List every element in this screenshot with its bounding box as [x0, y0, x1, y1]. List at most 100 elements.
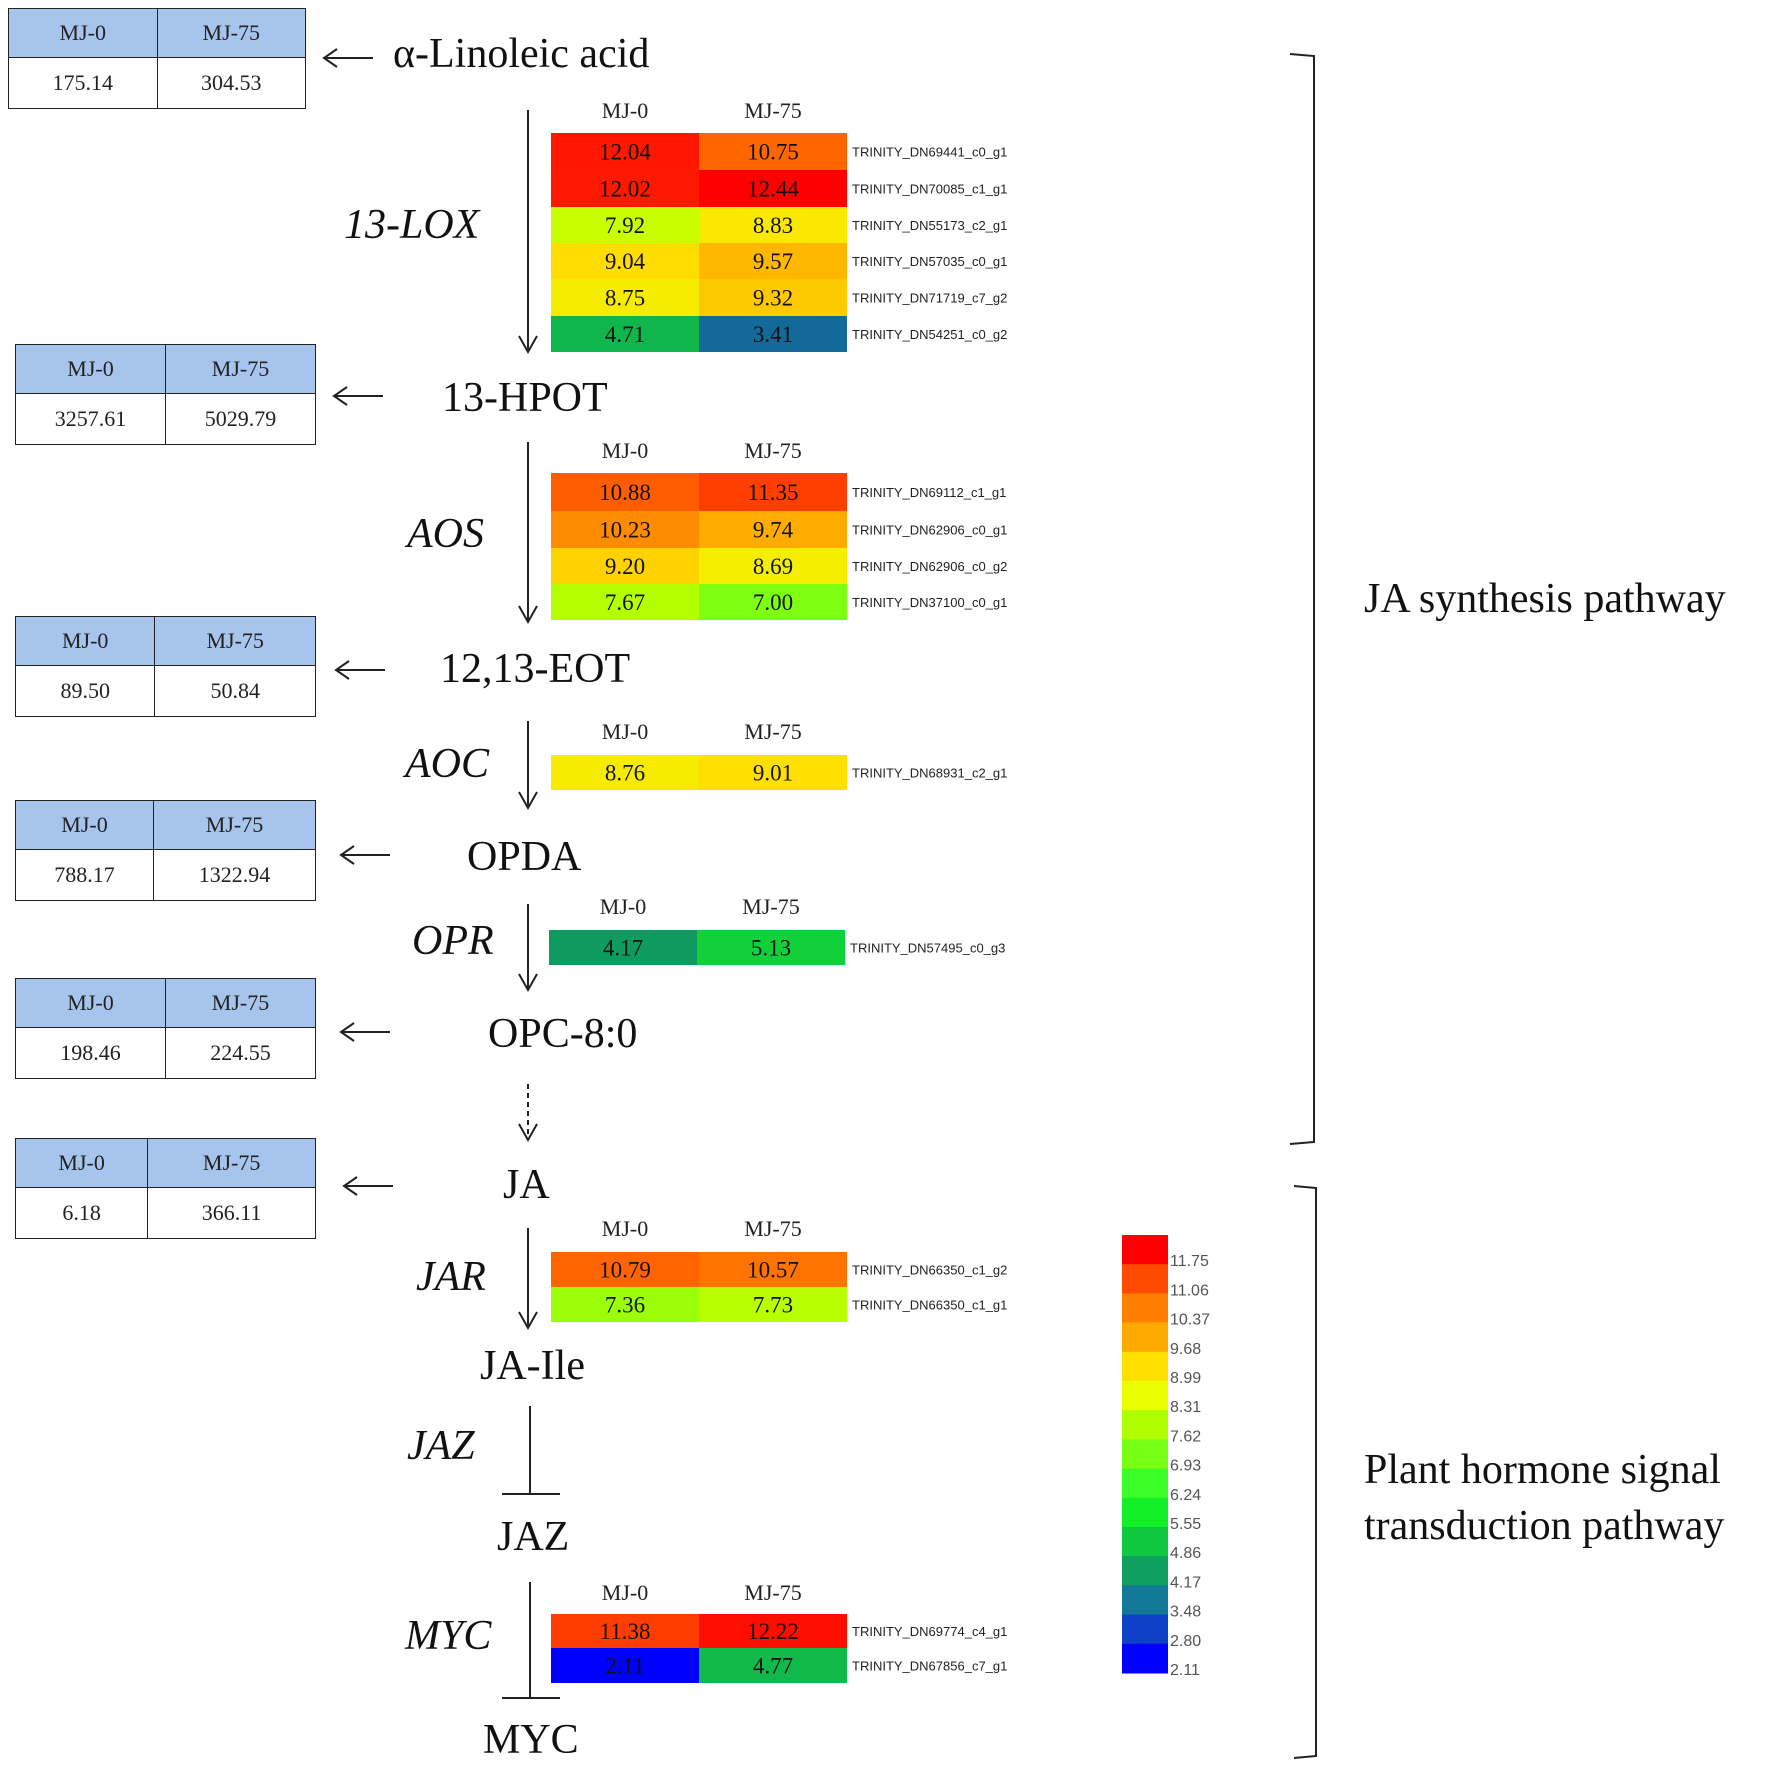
heatmap-cell — [551, 548, 699, 584]
header-mj75: MJ-75 — [153, 800, 316, 850]
gene-id-label: TRINITY_DN62906_c0_g1 — [852, 523, 1007, 538]
legend-swatch — [1122, 1264, 1168, 1294]
down-arrow — [518, 721, 538, 811]
heatmap-opr: MJ-0 MJ-75 4.17 5.13 TRINITY_DN57495_c0_g3 — [549, 894, 1005, 965]
compound-ja: JA — [503, 1162, 550, 1208]
heatmap-header-mj75: MJ-75 — [744, 438, 801, 463]
legend-tick-label: 7.62 — [1170, 1428, 1201, 1445]
heatmap-cell — [699, 584, 847, 620]
gene-id-label: TRINITY_DN37100_c0_g1 — [852, 595, 1007, 610]
heatmap-cell — [551, 207, 699, 243]
inhibition-bar — [502, 1582, 560, 1699]
header-mj75: MJ-75 — [165, 344, 316, 394]
value-mj75: 366.11 — [147, 1187, 316, 1239]
heatmap-value: 9.01 — [753, 761, 793, 786]
value-mj0: 198.46 — [15, 1027, 166, 1079]
heatmap-cell — [699, 207, 847, 243]
compound-opda: OPDA — [467, 834, 582, 880]
linoleic-table: MJ-0 MJ-75 175.14 304.53 — [8, 8, 306, 109]
gene-id-label: TRINITY_DN68931_c2_g1 — [852, 766, 1007, 781]
legend-swatch — [1122, 1410, 1168, 1440]
legend-swatch — [1122, 1527, 1168, 1557]
left-arrow — [342, 1176, 393, 1196]
legend-tick-label: 2.80 — [1170, 1633, 1201, 1650]
heatmap-jar: MJ-0 MJ-75 10.79 10.57 TRINITY_DN66350_c1_g2… — [551, 1216, 1007, 1322]
ja-synthesis-bracket — [1289, 53, 1315, 1145]
heatmap-cell — [699, 133, 847, 170]
down-arrow — [518, 442, 538, 625]
heatmap-header-mj0: MJ-0 — [602, 719, 648, 744]
heatmap-value: 4.17 — [603, 936, 643, 961]
legend-swatch — [1122, 1614, 1168, 1645]
section-signal-line1: Plant hormone signal — [1364, 1447, 1721, 1493]
compound-jaz: JAZ — [497, 1514, 570, 1560]
heatmap-aos: MJ-0 MJ-75 10.88 11.35 TRINITY_DN69112_c1_g1… — [551, 438, 1007, 620]
heatmap-cell — [551, 243, 699, 279]
legend-swatch — [1122, 1439, 1168, 1470]
legend-swatch — [1122, 1322, 1168, 1353]
legend-tick-label: 4.86 — [1170, 1545, 1201, 1562]
heatmap-cell — [697, 930, 845, 965]
heatmap-cell — [699, 548, 847, 584]
heatmap-header-mj75: MJ-75 — [744, 719, 801, 744]
header-mj0: MJ-0 — [14, 1138, 149, 1188]
value-mj0: 175.14 — [8, 57, 158, 109]
heatmap-cell — [551, 1614, 699, 1648]
heatmap-header-mj75: MJ-75 — [744, 1580, 801, 1605]
heatmap-value: 4.77 — [753, 1654, 793, 1679]
value-mj0: 3257.61 — [15, 393, 166, 445]
heatmap-value: 10.88 — [599, 480, 651, 505]
header-mj0: MJ-0 — [14, 616, 156, 666]
heatmap-value: 8.76 — [605, 761, 645, 786]
value-mj0: 788.17 — [14, 849, 155, 901]
heatmap-value: 8.75 — [605, 286, 645, 311]
header-mj0: MJ-0 — [14, 800, 155, 850]
value-mj0: 89.50 — [14, 665, 156, 717]
enzyme-myc: MYC — [405, 1613, 492, 1659]
heatmap-header-mj75: MJ-75 — [742, 894, 799, 919]
heatmap-cell — [551, 511, 699, 548]
heatmap-value: 12.22 — [747, 1619, 799, 1644]
legend-swatch — [1122, 1585, 1168, 1616]
heatmap-cell — [699, 170, 847, 207]
heatmap-header-mj0: MJ-0 — [600, 894, 646, 919]
left-arrow — [334, 660, 385, 680]
legend-tick-label: 6.24 — [1170, 1487, 1201, 1504]
heatmap-value: 12.04 — [599, 140, 651, 165]
heatmap-value: 8.69 — [753, 554, 793, 579]
heatmap-cell — [699, 1614, 847, 1648]
heatmap-value: 10.57 — [747, 1258, 799, 1283]
heatmap-value: 10.75 — [747, 140, 799, 165]
left-arrow — [322, 48, 373, 68]
heatmap-cell — [699, 243, 847, 279]
gene-id-label: TRINITY_DN54251_c0_g2 — [852, 327, 1007, 342]
heatmap-cell — [551, 584, 699, 620]
gene-id-label: TRINITY_DN71719_c7_g2 — [852, 291, 1007, 306]
legend-tick-label: 11.06 — [1170, 1282, 1209, 1299]
legend-tick-label: 5.55 — [1170, 1516, 1201, 1533]
gene-id-label: TRINITY_DN69441_c0_g1 — [852, 145, 1007, 160]
hpot-table: MJ-0 MJ-75 3257.61 5029.79 — [15, 344, 316, 445]
heatmap-cell — [551, 473, 699, 511]
gene-id-label: TRINITY_DN55173_c2_g1 — [852, 218, 1007, 233]
heatmap-cell — [699, 755, 847, 790]
heatmap-value: 8.83 — [753, 213, 793, 238]
heatmap-cell — [699, 1287, 847, 1322]
legend-tick-label: 9.68 — [1170, 1341, 1201, 1358]
heatmap-cell — [551, 316, 699, 352]
heatmap-cell — [699, 316, 847, 352]
heatmap-value: 7.67 — [605, 590, 645, 615]
legend-tick-label: 3.48 — [1170, 1604, 1201, 1621]
legend-swatch — [1122, 1643, 1168, 1674]
left-arrow — [332, 386, 383, 406]
heatmap-cell — [551, 755, 699, 790]
legend-swatch — [1122, 1556, 1168, 1586]
enzyme-13-lox: 13-LOX — [344, 202, 480, 248]
header-mj0: MJ-0 — [15, 344, 166, 394]
ja-table: MJ-0 MJ-75 6.18 366.11 — [14, 1138, 316, 1239]
heatmap-cell — [699, 511, 847, 548]
compound-myc: MYC — [483, 1717, 579, 1763]
value-mj75: 224.55 — [165, 1027, 316, 1079]
heatmap-header-mj0: MJ-0 — [602, 1216, 648, 1241]
